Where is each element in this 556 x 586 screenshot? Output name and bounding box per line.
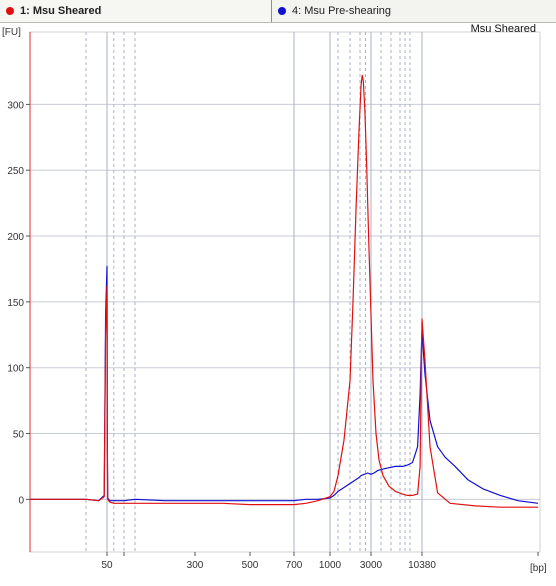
x-tick-label: 300 — [187, 560, 204, 571]
y-tick-label: 250 — [7, 166, 24, 177]
red-dot-icon — [6, 7, 14, 15]
x-tick-label: 50 — [101, 560, 113, 571]
x-axis-unit-label: [bp] — [530, 563, 547, 574]
y-tick-labels: 0 50 100 150 200 250 300 — [7, 100, 30, 506]
y-axis-unit-label: [FU] — [2, 27, 21, 38]
x-tick-label: 3000 — [360, 560, 383, 571]
y-tick-label: 50 — [13, 430, 25, 441]
blue-dot-icon — [278, 7, 286, 15]
y-tick-label: 300 — [7, 100, 24, 111]
x-tick-label: 500 — [242, 560, 259, 571]
tab-msu-pre-shearing[interactable]: 4: Msu Pre-shearing — [272, 0, 556, 22]
x-tick-labels: 50 300 500 700 1000 3000 10380 — [101, 552, 539, 571]
tab-label: 1: Msu Sheared — [20, 5, 102, 17]
y-tick-label: 150 — [7, 298, 24, 309]
x-tick-label: 1000 — [319, 560, 342, 571]
tab-msu-sheared[interactable]: 1: Msu Sheared — [0, 0, 272, 22]
electropherogram-chart: 0 50 100 150 200 250 300 50 300 500 700 1000 3000 10… — [2, 23, 547, 574]
plot-area — [29, 31, 541, 553]
x-tick-label: 10380 — [408, 560, 436, 571]
y-tick-label: 100 — [7, 364, 24, 375]
y-tick-label: 200 — [7, 232, 24, 243]
tab-label: 4: Msu Pre-shearing — [292, 5, 392, 17]
chart-title: Msu Sheared — [471, 23, 536, 35]
series-lines — [30, 74, 539, 508]
y-tick-label: 0 — [18, 495, 24, 506]
x-gridlines — [85, 32, 423, 552]
x-tick-label: 700 — [286, 560, 303, 571]
y-gridlines — [30, 103, 540, 500]
series-line-msu-sheared — [30, 74, 538, 508]
sample-tab-bar: 1: Msu Sheared 4: Msu Pre-shearing — [0, 0, 556, 23]
